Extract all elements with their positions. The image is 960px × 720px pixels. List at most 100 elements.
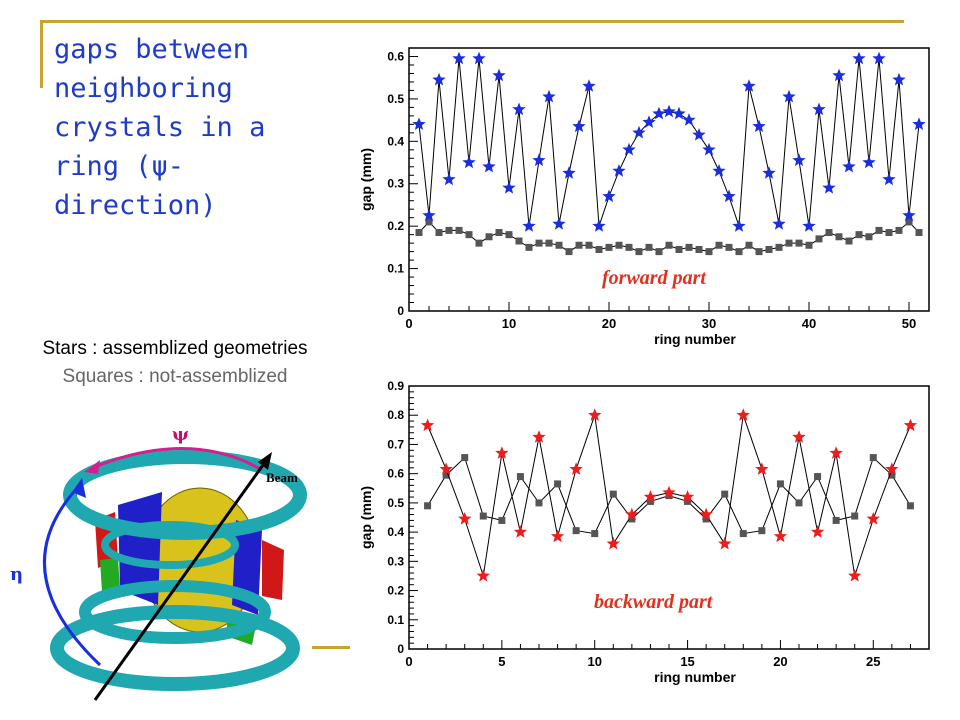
chart-0-star-point: [572, 119, 586, 133]
chart-0-square-point: [785, 239, 793, 247]
eta-arrow-head: [72, 478, 86, 498]
chart-1-y-tick-label: 0.9: [387, 379, 404, 393]
detector-illustration: ψ η Beam: [10, 424, 307, 701]
chart-0-star-point: [692, 128, 706, 141]
chart-0-y-tick-label: 0.4: [387, 134, 404, 148]
chart-1-star-point: [532, 430, 546, 443]
chart-0-star-point: [812, 102, 826, 116]
chart-0-star-point: [562, 166, 576, 179]
chart-0-star-point: [702, 142, 716, 156]
chart-0-square-point: [555, 241, 563, 249]
chart-0-star-point: [762, 166, 776, 179]
chart-0-square-point: [515, 237, 523, 245]
chart-1-star-point: [848, 568, 862, 582]
chart-1-square-point: [535, 499, 543, 507]
chart-1-square-point: [628, 515, 636, 523]
chart-0-x-tick-label: 30: [702, 316, 716, 331]
chart-0-star-point: [612, 164, 626, 177]
chart-1-star-point: [662, 485, 676, 499]
chart-1-star-point: [625, 507, 639, 521]
chart-0-square-point: [845, 237, 853, 245]
chart-0-square-point: [545, 239, 553, 247]
chart-1-star-point: [699, 507, 713, 521]
chart-0-star-point: [712, 164, 726, 177]
chart-1-star-point: [792, 430, 806, 443]
chart-0-y-tick-label: 0.1: [387, 262, 404, 276]
chart-1-square-point: [739, 530, 747, 538]
chart-0-x-tick-label: 0: [405, 316, 412, 331]
chart-0-star-point: [912, 117, 926, 130]
chart-0-square-point: [705, 248, 713, 256]
eta-arrow: [42, 483, 102, 667]
chart-0-square-point: [535, 239, 543, 247]
chart-0-square-point: [905, 218, 913, 226]
chart-0-square-point: [895, 226, 903, 234]
chart-0-star-point: [542, 89, 556, 103]
blue-crystal-block-left: [118, 492, 162, 605]
chart-0-square-point: [455, 226, 463, 234]
chart-0-square-point: [615, 241, 623, 249]
chart-0-star-point: [822, 181, 836, 194]
chart-1-star-point: [458, 512, 472, 525]
chart-1-square-point: [758, 527, 766, 535]
chart-0-square-point: [565, 248, 573, 256]
chart-0-star-point: [782, 89, 796, 103]
psi-label: ψ: [172, 424, 189, 445]
red-crystal-fragment-right: [262, 540, 284, 600]
chart-0-square-point: [485, 233, 493, 241]
chart-0-star-point: [742, 79, 756, 92]
chart-1-square-point: [702, 515, 710, 523]
chart-0-square-point: [855, 231, 863, 239]
chart-0-star-point: [422, 208, 436, 222]
chart-0-star-point: [502, 181, 516, 194]
chart-1-star-point: [866, 512, 880, 525]
chart-1-annotation: backward part: [594, 591, 714, 613]
chart-0-star-point: [892, 72, 906, 86]
chart-0-annotation: forward part: [602, 267, 707, 289]
chart-1-star-point: [495, 446, 509, 459]
chart-1-y-tick-label: 0.2: [387, 584, 404, 598]
chart-0-x-tick-label: 10: [502, 316, 516, 331]
chart-1-y-tick-label: 0.8: [387, 408, 404, 422]
top-accent-line: [40, 20, 904, 23]
chart-0-star-point: [462, 155, 476, 169]
chart-0-star-point: [652, 106, 666, 120]
chart-1-star-point: [718, 536, 732, 550]
chart-1-y-axis-label: gap (mm): [358, 486, 374, 549]
chart-1-star-point: [773, 529, 788, 543]
chart-0-y-axis-label: gap (mm): [358, 148, 374, 211]
chart-0-square-point: [465, 231, 473, 239]
chart-1-x-tick-label: 5: [498, 654, 505, 669]
chart-1-y-tick-label: 0: [397, 642, 404, 656]
chart-0-star-point: [802, 219, 816, 232]
chart-1-square-point: [684, 497, 692, 505]
forward-chart: 0 10 20 30 40 50 0 0.1 0.2 0.3 0.4 0.5 0.6 ring numbe…: [358, 47, 930, 347]
chart-0-y-tick-label: 0.3: [387, 177, 404, 191]
chart-1-star-point: [569, 462, 583, 475]
chart-0-square-point: [585, 241, 593, 249]
chart-0-square-point: [725, 243, 733, 251]
chart-1-star-point: [736, 408, 750, 421]
chart-0-square-point: [495, 229, 503, 237]
chart-1-x-tick-label: 25: [866, 654, 880, 669]
chart-0-square-point: [575, 241, 583, 249]
chart-1-star-point: [606, 536, 620, 550]
chart-0-y-tick-label: 0: [397, 304, 404, 318]
chart-1-square-point: [424, 502, 432, 510]
chart-1-x-tick-label: 10: [587, 654, 601, 669]
left-accent-line: [40, 20, 43, 88]
chart-1-y-tick-label: 0.6: [387, 467, 404, 481]
chart-0-x-tick-label: 20: [602, 316, 616, 331]
chart-0-square-point: [415, 229, 423, 237]
chart-1-square-point: [461, 454, 469, 462]
beam-label: Beam: [266, 470, 298, 485]
chart-0-square-point: [735, 248, 743, 256]
chart-0-square-point: [425, 218, 433, 226]
chart-0-star-point: [852, 51, 866, 65]
chart-1-square-point: [572, 527, 580, 535]
chart-0-square-point: [435, 229, 443, 237]
chart-0-star-point: [582, 79, 596, 92]
chart-0-star-point: [442, 172, 456, 186]
chart-0-x-tick-label: 40: [802, 316, 816, 331]
chart-0-star-point: [682, 113, 696, 126]
